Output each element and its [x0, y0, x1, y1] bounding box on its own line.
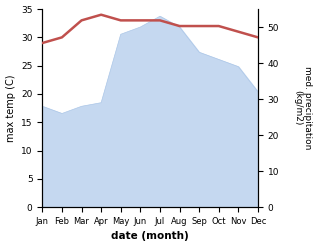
Y-axis label: max temp (C): max temp (C) [5, 74, 16, 142]
X-axis label: date (month): date (month) [111, 231, 189, 242]
Y-axis label: med. precipitation
(kg/m2): med. precipitation (kg/m2) [293, 66, 313, 150]
